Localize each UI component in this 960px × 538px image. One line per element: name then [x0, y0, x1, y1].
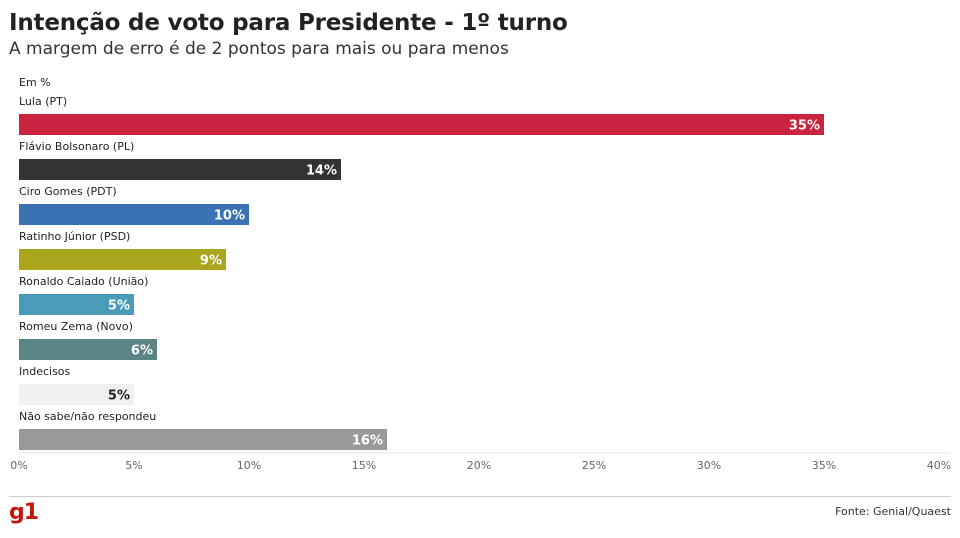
- chart-subtitle: A margem de erro é de 2 pontos para mais…: [9, 39, 509, 59]
- bar-value-label: 16%: [352, 434, 383, 449]
- category-label: Ronaldo Caiado (União): [19, 275, 148, 288]
- category-label: Flávio Bolsonaro (PL): [19, 140, 134, 153]
- x-tick-label: 40%: [927, 459, 951, 472]
- bar-value-label: 6%: [131, 344, 153, 359]
- bar: [19, 114, 824, 135]
- x-tick-label: 15%: [352, 459, 376, 472]
- bar: [19, 429, 387, 450]
- x-tick-label: 5%: [125, 459, 142, 472]
- bar: [19, 294, 134, 315]
- category-label: Lula (PT): [19, 95, 67, 108]
- category-label: Ciro Gomes (PDT): [19, 185, 117, 198]
- bar-chart: 0% 5% 10% 15% 20% 25% 30% 35% 40% Lula (PT) 35% Flá…: [10, 95, 951, 472]
- bar: [19, 159, 341, 180]
- x-tick-label: 10%: [237, 459, 261, 472]
- g1-logo: g1: [9, 500, 39, 525]
- x-tick-label: 25%: [582, 459, 606, 472]
- bar-value-label: 9%: [200, 254, 222, 269]
- category-label: Ratinho Júnior (PSD): [19, 230, 130, 243]
- x-tick-label: 0%: [10, 459, 27, 472]
- x-tick-label: 35%: [812, 459, 836, 472]
- bar-value-label: 10%: [214, 209, 245, 224]
- bar: [19, 384, 134, 405]
- source-note: Fonte: Genial/Quaest: [835, 505, 951, 518]
- chart-title: Intenção de voto para Presidente - 1º tu…: [9, 10, 568, 36]
- x-tick-label: 20%: [467, 459, 491, 472]
- unit-label: Em %: [19, 76, 51, 89]
- category-label: Indecisos: [19, 365, 71, 378]
- x-tick-label: 30%: [697, 459, 721, 472]
- category-label: Romeu Zema (Novo): [19, 320, 133, 333]
- bar: [19, 249, 226, 270]
- bar-value-label: 5%: [108, 299, 130, 314]
- category-label: Não sabe/não respondeu: [19, 410, 156, 423]
- bar: [19, 204, 249, 225]
- footer-divider: [9, 496, 951, 497]
- bar-value-label: 14%: [306, 164, 337, 179]
- bar: [19, 339, 157, 360]
- bar-value-label: 35%: [789, 119, 820, 134]
- bar-value-label: 5%: [108, 389, 130, 404]
